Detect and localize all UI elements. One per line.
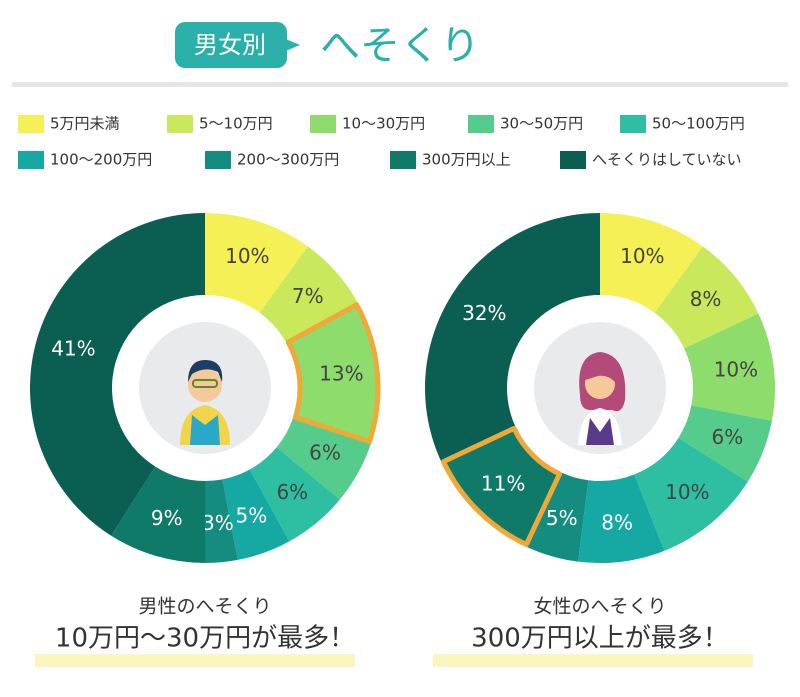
legend-label: 5万円未満	[50, 115, 120, 133]
value-label: 10%	[714, 357, 758, 381]
legend-swatch	[18, 115, 44, 133]
legend-label: 300万円以上	[422, 151, 511, 169]
pie-slice	[205, 479, 238, 563]
pie-slice	[654, 246, 759, 349]
legend-swatch	[390, 151, 416, 169]
legend-label: 200～300万円	[237, 151, 339, 169]
pie-slice	[634, 437, 748, 551]
legend-swatch	[468, 115, 494, 133]
value-label: 9%	[151, 506, 183, 530]
avatar-male	[180, 360, 230, 445]
value-label: 41%	[51, 336, 95, 360]
title: へそくり	[320, 23, 480, 69]
value-label: 8%	[690, 287, 722, 311]
value-label: 5%	[546, 506, 578, 530]
hair-front	[585, 363, 616, 382]
head	[188, 368, 222, 402]
pie-slice	[249, 447, 340, 542]
value-label: 11%	[481, 471, 525, 495]
value-label: 7%	[292, 284, 324, 308]
value-label: 8%	[601, 510, 633, 534]
legend-swatch	[167, 115, 193, 133]
pie-slice	[222, 469, 290, 560]
legend-label: 50～100万円	[652, 115, 745, 133]
pie-slice	[276, 416, 372, 500]
value-label: 10%	[665, 480, 709, 504]
legend-label: 10～30万円	[342, 115, 425, 133]
pie-slice	[30, 213, 205, 536]
value-label: 6%	[276, 480, 308, 504]
legend-label: へそくりはしていない	[592, 151, 742, 169]
value-label: 13%	[319, 362, 363, 386]
legend-label: 5～10万円	[199, 115, 273, 133]
legend-swatch	[620, 115, 646, 133]
tag: 男女別	[194, 31, 266, 59]
value-label: 32%	[462, 301, 506, 325]
value-label: 10%	[620, 244, 664, 268]
highlight-outline	[440, 425, 563, 548]
legend-swatch	[310, 115, 336, 133]
pie-slice	[600, 213, 703, 313]
divider	[12, 82, 788, 87]
legend-label: 30～50万円	[500, 115, 583, 133]
hair	[188, 360, 223, 382]
headline: 300万円以上が最多！	[471, 624, 729, 654]
legend-swatch	[205, 151, 231, 169]
underline	[433, 654, 753, 667]
headline: 10万円～30万円が最多！	[55, 624, 355, 654]
value-label: 10%	[225, 244, 269, 268]
value-label: 5%	[236, 503, 268, 527]
underline	[35, 654, 355, 667]
vest	[190, 415, 220, 445]
pie-slice	[578, 474, 665, 563]
highlight-outline	[285, 302, 381, 444]
glasses	[192, 379, 218, 388]
pie-slice	[441, 427, 561, 547]
value-label: 3%	[202, 511, 234, 535]
caption: 男性のへそくり	[138, 596, 271, 618]
legend-swatch	[560, 151, 586, 169]
caption: 女性のへそくり	[533, 596, 666, 618]
value-label: 6%	[712, 425, 744, 449]
pie-slice	[259, 246, 359, 344]
pie-slice	[111, 466, 205, 563]
value-label: 6%	[309, 441, 341, 465]
pie-slice	[286, 303, 380, 443]
pie-slice	[205, 213, 308, 313]
avatar-female	[578, 352, 626, 445]
legend-swatch	[18, 151, 44, 169]
pie-slice	[424, 213, 600, 463]
tag-box	[175, 22, 287, 68]
legend-label: 100～200万円	[50, 151, 152, 169]
pie-slice	[684, 313, 775, 421]
vest	[586, 418, 614, 445]
tag-pointer	[283, 38, 300, 52]
pie-slice	[678, 405, 772, 482]
pie-slice	[525, 472, 589, 562]
